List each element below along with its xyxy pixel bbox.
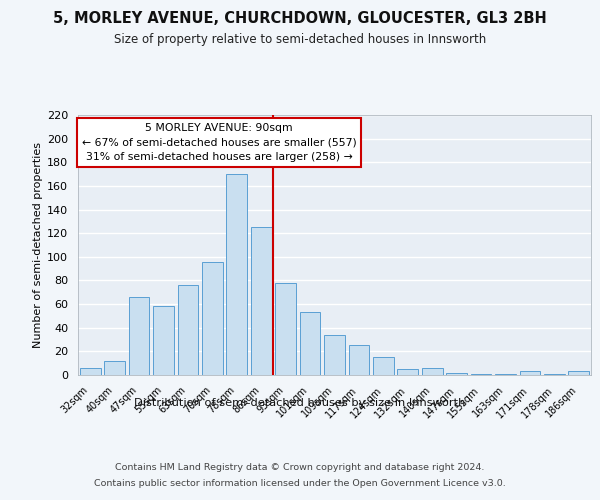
Bar <box>251 228 272 375</box>
Bar <box>275 283 296 375</box>
Bar <box>568 372 589 375</box>
Bar <box>324 335 345 375</box>
Text: Contains HM Land Registry data © Crown copyright and database right 2024.: Contains HM Land Registry data © Crown c… <box>115 462 485 471</box>
Bar <box>446 372 467 375</box>
Bar <box>373 358 394 375</box>
Bar <box>80 368 101 375</box>
Text: 5 MORLEY AVENUE: 90sqm
← 67% of semi-detached houses are smaller (557)
31% of se: 5 MORLEY AVENUE: 90sqm ← 67% of semi-det… <box>82 123 356 162</box>
Bar <box>520 372 541 375</box>
Bar <box>153 306 174 375</box>
Bar <box>104 361 125 375</box>
Text: 5, MORLEY AVENUE, CHURCHDOWN, GLOUCESTER, GL3 2BH: 5, MORLEY AVENUE, CHURCHDOWN, GLOUCESTER… <box>53 11 547 26</box>
Y-axis label: Number of semi-detached properties: Number of semi-detached properties <box>33 142 43 348</box>
Text: Size of property relative to semi-detached houses in Innsworth: Size of property relative to semi-detach… <box>114 32 486 46</box>
Bar <box>397 369 418 375</box>
Bar <box>202 262 223 375</box>
Bar <box>544 374 565 375</box>
Text: Contains public sector information licensed under the Open Government Licence v3: Contains public sector information licen… <box>94 479 506 488</box>
Bar <box>422 368 443 375</box>
Bar <box>470 374 491 375</box>
Bar <box>128 297 149 375</box>
Bar <box>349 346 370 375</box>
Bar <box>299 312 320 375</box>
Bar <box>495 374 516 375</box>
Bar <box>178 285 199 375</box>
Bar <box>226 174 247 375</box>
Text: Distribution of semi-detached houses by size in Innsworth: Distribution of semi-detached houses by … <box>134 398 466 407</box>
